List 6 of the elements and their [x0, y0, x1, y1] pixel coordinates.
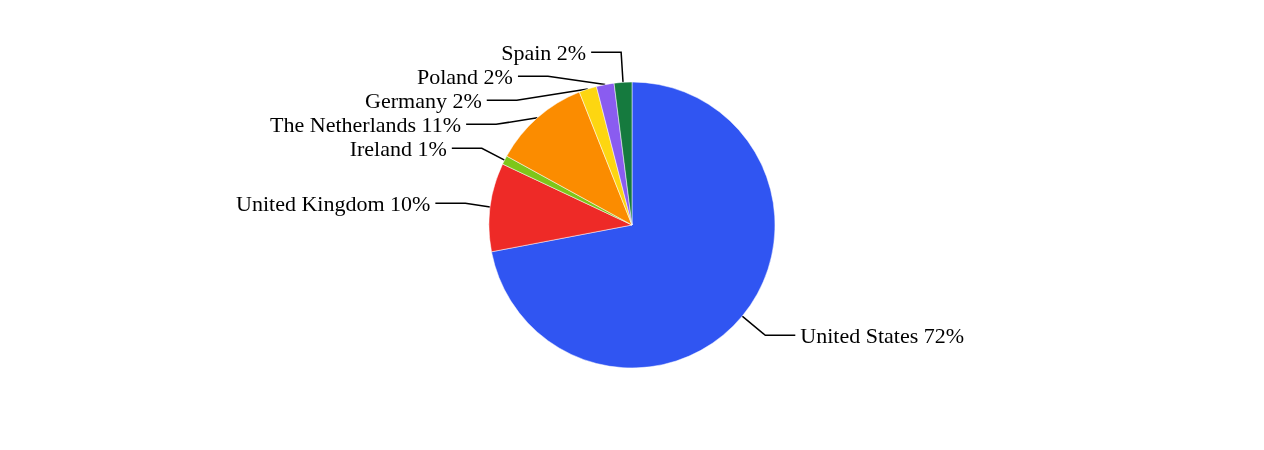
- slice-label: Germany 2%: [365, 87, 482, 113]
- slice-label: Poland 2%: [417, 63, 513, 89]
- slice-label: Ireland 1%: [349, 135, 447, 161]
- slice-label: United States 72%: [800, 322, 965, 348]
- slice-label: United Kingdom 10%: [236, 190, 431, 216]
- slice-label: Spain 2%: [501, 39, 587, 65]
